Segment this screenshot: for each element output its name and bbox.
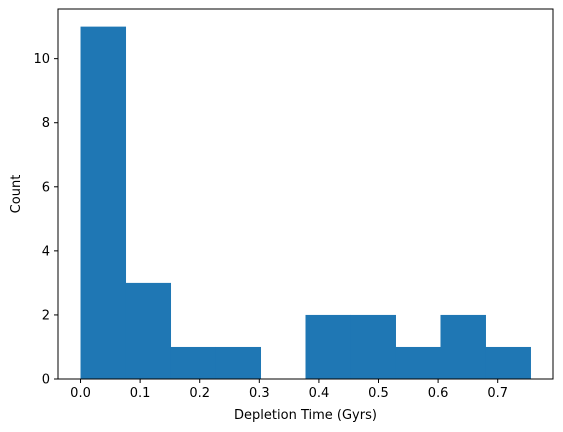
histogram-bar — [125, 282, 172, 379]
bars-group — [80, 26, 531, 379]
y-tick-label: 10 — [33, 52, 50, 67]
histogram-bar — [350, 314, 396, 379]
histogram-bar — [80, 26, 127, 379]
x-tick-label: 0.5 — [368, 386, 389, 401]
histogram-bar — [170, 346, 217, 379]
histogram-bar — [215, 346, 262, 379]
histogram-bar — [485, 346, 531, 379]
y-axis-ticks: 0 2 4 6 8 10 — [33, 52, 58, 388]
y-tick-label: 6 — [42, 180, 50, 195]
x-axis-ticks: 0.0 0.1 0.2 0.3 0.4 0.5 0.6 0.7 — [70, 379, 508, 401]
histogram-bar — [305, 314, 351, 379]
y-tick-label: 2 — [42, 308, 50, 323]
histogram-bar — [395, 346, 441, 379]
x-tick-label: 0.1 — [130, 386, 151, 401]
y-tick-label: 0 — [42, 373, 50, 388]
plot-frame — [57, 8, 554, 380]
y-axis-label: Count — [9, 175, 24, 214]
histogram-bar — [440, 314, 486, 379]
x-tick-label: 0.0 — [70, 386, 91, 401]
x-tick-label: 0.3 — [249, 386, 270, 401]
x-tick-label: 0.2 — [189, 386, 210, 401]
x-axis-label: Depletion Time (Gyrs) — [234, 408, 377, 423]
x-tick-label: 0.4 — [309, 386, 330, 401]
x-tick-label: 0.7 — [487, 386, 508, 401]
y-tick-label: 8 — [42, 116, 50, 131]
x-tick-label: 0.6 — [428, 386, 449, 401]
y-tick-label: 4 — [42, 244, 50, 259]
